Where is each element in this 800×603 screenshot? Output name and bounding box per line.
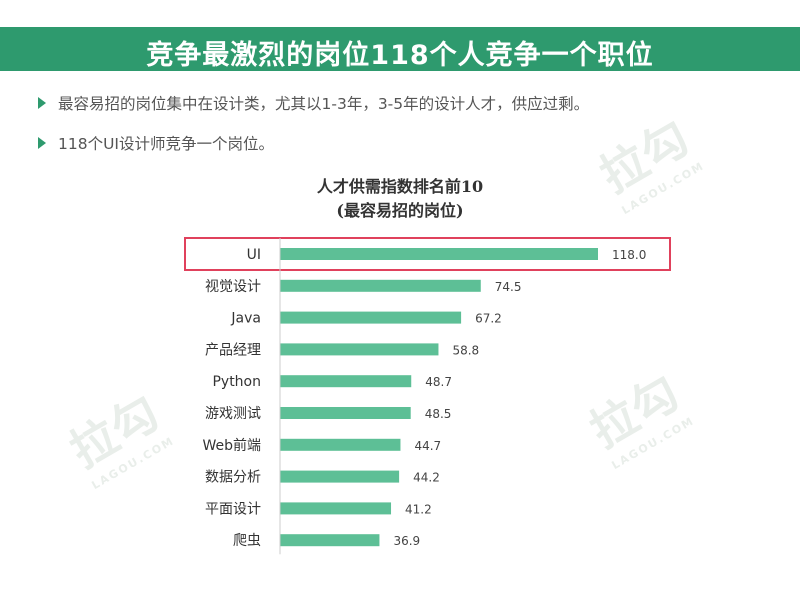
category-label: UI — [247, 247, 261, 263]
category-label: Python — [212, 374, 261, 390]
value-label: 44.7 — [414, 439, 441, 453]
bullet-item-1: 最容易招的岗位集中在设计类，尤其以1-3年，3-5年的设计人才，供应过剩。 — [36, 92, 589, 114]
category-label: 视觉设计 — [205, 279, 261, 295]
chart-title: 人才供需指数排名前10 — [316, 177, 484, 196]
value-label: 36.9 — [393, 534, 420, 548]
value-label: 41.2 — [405, 502, 432, 516]
value-label: 74.5 — [495, 280, 522, 294]
bar — [280, 438, 401, 451]
value-label: 118.0 — [612, 248, 646, 262]
bullet-text: 118个UI设计师竞争一个岗位。 — [58, 135, 275, 153]
category-label: 游戏测试 — [205, 406, 261, 422]
bar — [280, 502, 392, 515]
bar — [280, 470, 400, 483]
bar — [280, 248, 598, 260]
category-label: 产品经理 — [205, 342, 261, 358]
bar — [280, 534, 380, 547]
chart-subtitle: (最容易招的岗位) — [336, 201, 464, 220]
value-label: 44.2 — [413, 471, 440, 485]
bullet-text: 最容易招的岗位集中在设计类，尤其以1-3年，3-5年的设计人才，供应过剩。 — [58, 95, 590, 113]
value-label: 67.2 — [475, 312, 502, 326]
category-label: 数据分析 — [205, 470, 261, 486]
category-label: Java — [230, 311, 261, 327]
category-label: 平面设计 — [205, 501, 261, 517]
value-label: 58.8 — [452, 343, 479, 357]
value-label: 48.7 — [425, 375, 452, 389]
bullet-item-2: 118个UI设计师竞争一个岗位。 — [36, 132, 589, 154]
bar — [280, 279, 481, 292]
value-label: 48.5 — [425, 407, 452, 421]
bar — [280, 343, 439, 356]
page-title: 竞争最激烈的岗位118个人竞争一个职位 — [146, 40, 654, 71]
category-label: 爬虫 — [233, 533, 261, 549]
bar — [280, 407, 411, 419]
header-banner: 竞争最激烈的岗位118个人竞争一个职位 — [0, 27, 800, 71]
bar — [280, 375, 412, 388]
triangle-bullet-icon — [38, 97, 46, 109]
highlight-box — [184, 237, 671, 271]
triangle-bullet-icon — [38, 137, 46, 149]
bar — [280, 311, 462, 324]
category-label: Web前端 — [202, 437, 261, 454]
bullet-list: 最容易招的岗位集中在设计类，尤其以1-3年，3-5年的设计人才，供应过剩。 11… — [36, 92, 589, 172]
